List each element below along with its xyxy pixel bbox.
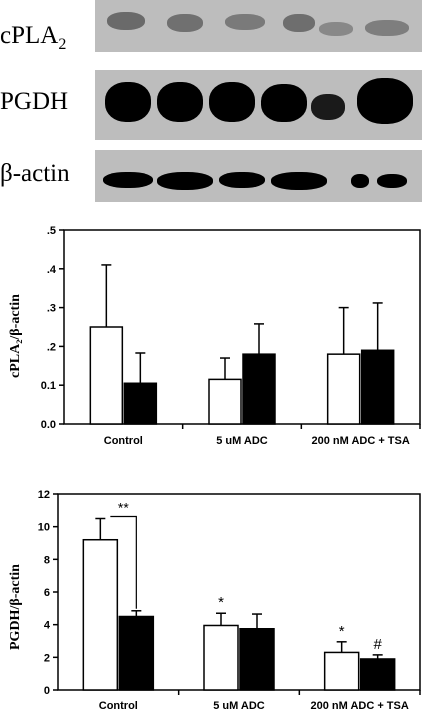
chart2-y-tick-label: 10 xyxy=(38,522,50,534)
chart2-y-tick-label: 4 xyxy=(44,620,51,632)
chart2-significance-marker: # xyxy=(373,636,382,653)
chart2-significance-marker: * xyxy=(218,594,224,611)
chart2-x-tick-label: 5 uM ADC xyxy=(213,700,265,712)
chart2-y-tick-label: 8 xyxy=(44,554,50,566)
chart1-bar xyxy=(360,349,395,425)
chart1-bar xyxy=(89,326,124,425)
chart1-bar xyxy=(208,378,242,425)
blot-label-pgdh: PGDH xyxy=(0,88,69,115)
chart2-bar xyxy=(239,628,275,691)
blot-label-beta-actin: β-actin xyxy=(0,160,70,187)
blot-image-beta-actin xyxy=(95,150,422,202)
chart1-bar xyxy=(326,353,361,425)
chart2-x-tick-label: 200 nM ADC + TSA xyxy=(311,700,409,712)
chart2-significance-marker: * xyxy=(339,623,345,640)
chart1-plot-frame xyxy=(63,229,421,425)
chart2-bar xyxy=(203,624,239,691)
chart1-y-tick-label: 0.0 xyxy=(41,419,56,431)
chart-cpla2-ratio: 0.0 0.1 .2 .3 .4 .5 Control 5 uM ADC 200 nM ADC … xyxy=(41,225,421,447)
chart2-y-tick-label: 2 xyxy=(44,652,50,664)
blot-label-cpla2: cPLA2 xyxy=(0,22,67,53)
chart2-y-tick-label: 12 xyxy=(38,489,50,501)
chart-pgdh-ratio: 0 2 4 6 8 10 12 Control 5 uM ADC 200 nM ADC + TSA… xyxy=(38,489,421,712)
chart2-significance-bracket xyxy=(110,515,137,609)
chart2-bar xyxy=(118,615,155,691)
chart1-y-tick-label: .4 xyxy=(47,264,57,276)
chart1-y-tick-label: 0.1 xyxy=(41,380,56,392)
chart1-y-tick-label: .5 xyxy=(47,225,56,237)
chart1-x-tick-label: 200 nM ADC + TSA xyxy=(312,435,410,447)
chart2-y-tick-label: 6 xyxy=(44,587,50,599)
chart2-bar xyxy=(359,658,396,691)
chart2-significance-marker: ** xyxy=(118,500,129,516)
chart2-y-tick-label: 0 xyxy=(44,685,50,697)
chart1-x-tick-label: Control xyxy=(104,435,143,447)
blot-image-cpla2 xyxy=(95,0,422,52)
chart1-y-tick-label: .3 xyxy=(47,303,56,315)
chart1-y-tick-label: .2 xyxy=(47,341,56,353)
chart1-bar xyxy=(242,353,276,425)
chart2-bar xyxy=(323,651,360,691)
chart1-bar xyxy=(123,382,158,425)
chart2-bar xyxy=(82,538,119,691)
chart1-x-tick-label: 5 uM ADC xyxy=(216,435,268,447)
chart2-x-tick-label: Control xyxy=(99,700,138,712)
blot-image-pgdh xyxy=(95,70,422,140)
